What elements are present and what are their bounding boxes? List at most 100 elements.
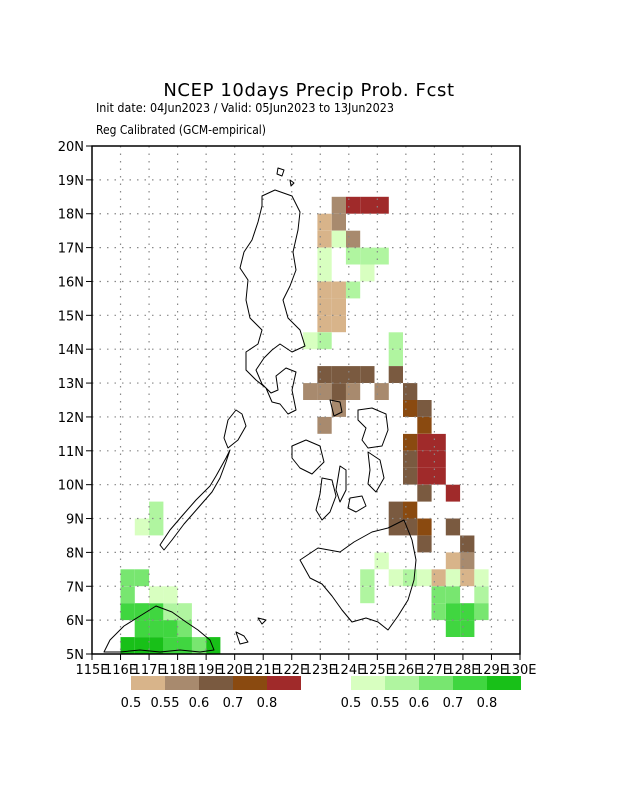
probability-cell	[403, 450, 418, 468]
map-subtitle-dates: Init date: 04Jun2023 / Valid: 05Jun2023 …	[96, 100, 394, 115]
coastline-luzon	[239, 189, 306, 415]
lon-tick-label: 117E	[133, 663, 166, 678]
lat-tick-label: 15N	[58, 309, 84, 324]
probability-cell	[120, 569, 135, 587]
legend-swatch	[233, 676, 267, 690]
lat-tick-label: 9N	[66, 513, 84, 528]
probability-cell	[388, 349, 403, 367]
probability-cell	[163, 586, 178, 604]
probability-cell	[445, 620, 461, 637]
probability-cell	[403, 467, 418, 485]
probability-cell	[149, 501, 164, 519]
lon-tick-label: 123E	[304, 663, 337, 678]
probability-cell	[149, 620, 164, 637]
probability-cell	[163, 637, 178, 654]
probability-cell	[317, 298, 332, 316]
probability-cell	[331, 400, 346, 417]
probability-cell	[374, 383, 389, 400]
probability-cell	[417, 433, 432, 451]
legend-swatch	[351, 676, 385, 690]
probability-cells	[120, 196, 489, 654]
probability-cell	[360, 247, 375, 265]
probability-cell	[417, 484, 432, 502]
lat-tick-label: 13N	[58, 377, 84, 392]
map-frame	[91, 145, 521, 655]
lat-tick-label: 5N	[66, 648, 84, 663]
lon-tick-label: 116E	[104, 663, 137, 678]
coastline-panay	[291, 439, 325, 475]
probability-cell	[331, 298, 346, 316]
probability-cell	[417, 467, 432, 485]
probability-cell	[345, 383, 361, 400]
probability-cell	[317, 281, 332, 299]
probability-cell	[403, 433, 418, 451]
probability-cell	[317, 315, 332, 333]
probability-cell	[331, 366, 346, 383]
probability-cell	[474, 586, 489, 604]
probability-cell	[417, 535, 432, 553]
coastline-samar	[357, 407, 389, 449]
lon-tick-label: 126E	[389, 663, 422, 678]
lat-tick-label: 11N	[58, 445, 84, 460]
map-subtitle-method: Reg Calibrated (GCM-empirical)	[96, 122, 266, 137]
lon-tick-label: 125E	[361, 663, 394, 678]
map-panel: 115E116E117E118E119E120E121E122E123E124E…	[58, 140, 537, 678]
lon-tick-label: 118E	[161, 663, 194, 678]
legend-swatch	[453, 676, 487, 690]
probability-cell	[431, 450, 446, 468]
probability-cell	[134, 637, 150, 654]
lon-tick-label: 127E	[418, 663, 451, 678]
probability-cell	[345, 196, 361, 214]
legend-swatch	[267, 676, 301, 690]
legend-label: 0.5	[121, 696, 142, 711]
probability-cell	[345, 230, 361, 248]
probability-cell	[331, 315, 346, 333]
legend-swatch	[131, 676, 165, 690]
probability-cell	[317, 213, 332, 231]
probability-cell	[388, 366, 403, 383]
lat-tick-label: 17N	[58, 242, 84, 257]
probability-cell	[403, 518, 418, 536]
legend-swatch	[165, 676, 199, 690]
lat-tick-label: 10N	[58, 479, 84, 494]
legend-label: 0.6	[409, 696, 430, 711]
probability-cell	[374, 552, 389, 570]
legend-swatch	[487, 676, 521, 690]
legend-label: 0.55	[151, 696, 180, 711]
probability-cell	[134, 620, 150, 637]
lat-tick-label: 14N	[58, 343, 84, 358]
legend-label: 0.55	[371, 696, 400, 711]
probability-cell	[134, 518, 150, 536]
lat-tick-label: 20N	[58, 140, 84, 155]
lon-tick-label: 119E	[190, 663, 223, 678]
coastline-borneo	[103, 605, 215, 653]
longitude-labels: 115E116E117E118E119E120E121E122E123E124E…	[75, 663, 536, 678]
probability-cell	[403, 501, 418, 519]
probability-cell	[460, 620, 475, 637]
probability-cell	[134, 569, 150, 587]
probability-cell	[445, 484, 461, 502]
probability-cell	[206, 637, 221, 654]
coastline-negros	[315, 477, 337, 521]
probability-cell	[360, 196, 375, 214]
lon-tick-label: 122E	[275, 663, 308, 678]
coastline-leyte	[367, 451, 385, 493]
legend-label: 0.8	[257, 696, 278, 711]
probability-cell	[134, 603, 150, 621]
legend-label: 0.7	[443, 696, 464, 711]
lat-tick-label: 8N	[66, 546, 84, 561]
coastlines	[103, 167, 417, 653]
legend-swatch	[419, 676, 453, 690]
lon-tick-label: 121E	[247, 663, 280, 678]
probability-cell	[331, 213, 346, 231]
probability-cell	[317, 247, 332, 265]
probability-cell	[374, 247, 389, 265]
lon-tick-label: 124E	[332, 663, 365, 678]
probability-cell	[403, 400, 418, 417]
probability-cell	[303, 383, 318, 400]
coastline-babuyan	[276, 167, 295, 187]
probability-cell	[460, 552, 475, 570]
probability-cell	[317, 264, 332, 282]
probability-cell	[120, 637, 135, 654]
probability-cell	[360, 366, 375, 383]
